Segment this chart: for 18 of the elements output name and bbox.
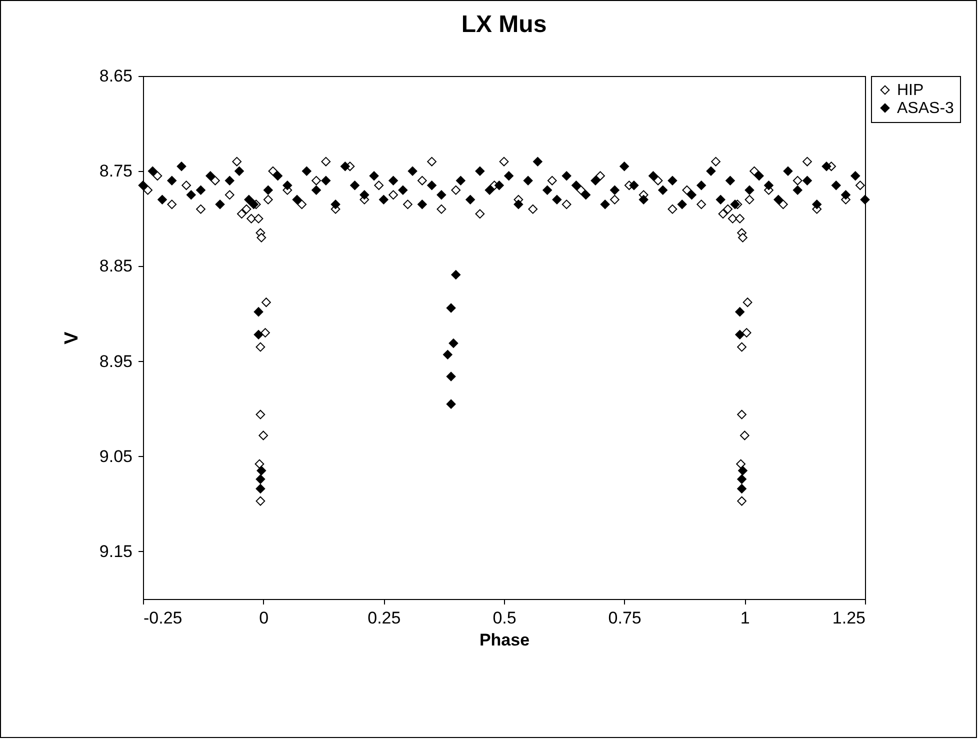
x-axis-title: Phase [479, 630, 530, 650]
y-tick-label: 8.95 [99, 352, 132, 371]
x-tick-label: 1 [740, 608, 750, 628]
y-axis-title: V [61, 331, 82, 344]
y-tick-label: 8.65 [99, 66, 132, 86]
legend-label: ASAS-3 [897, 100, 954, 117]
x-tick-label: 0.5 [492, 608, 516, 628]
x-tick-label: -0.25 [144, 608, 182, 628]
y-tick-label: 9.05 [99, 446, 132, 466]
x-tick-label: 0 [259, 608, 269, 628]
x-tick-label: 0.75 [608, 608, 642, 628]
y-tick-label: 8.75 [99, 162, 132, 181]
x-tick-label: 0.25 [368, 608, 401, 628]
y-tick-label: 8.85 [99, 256, 132, 276]
legend-label: HIP [897, 82, 924, 99]
y-tick-label: 9.15 [99, 542, 132, 561]
chart-title: LX Mus [461, 11, 547, 38]
x-tick-label: 1.25 [832, 608, 866, 628]
